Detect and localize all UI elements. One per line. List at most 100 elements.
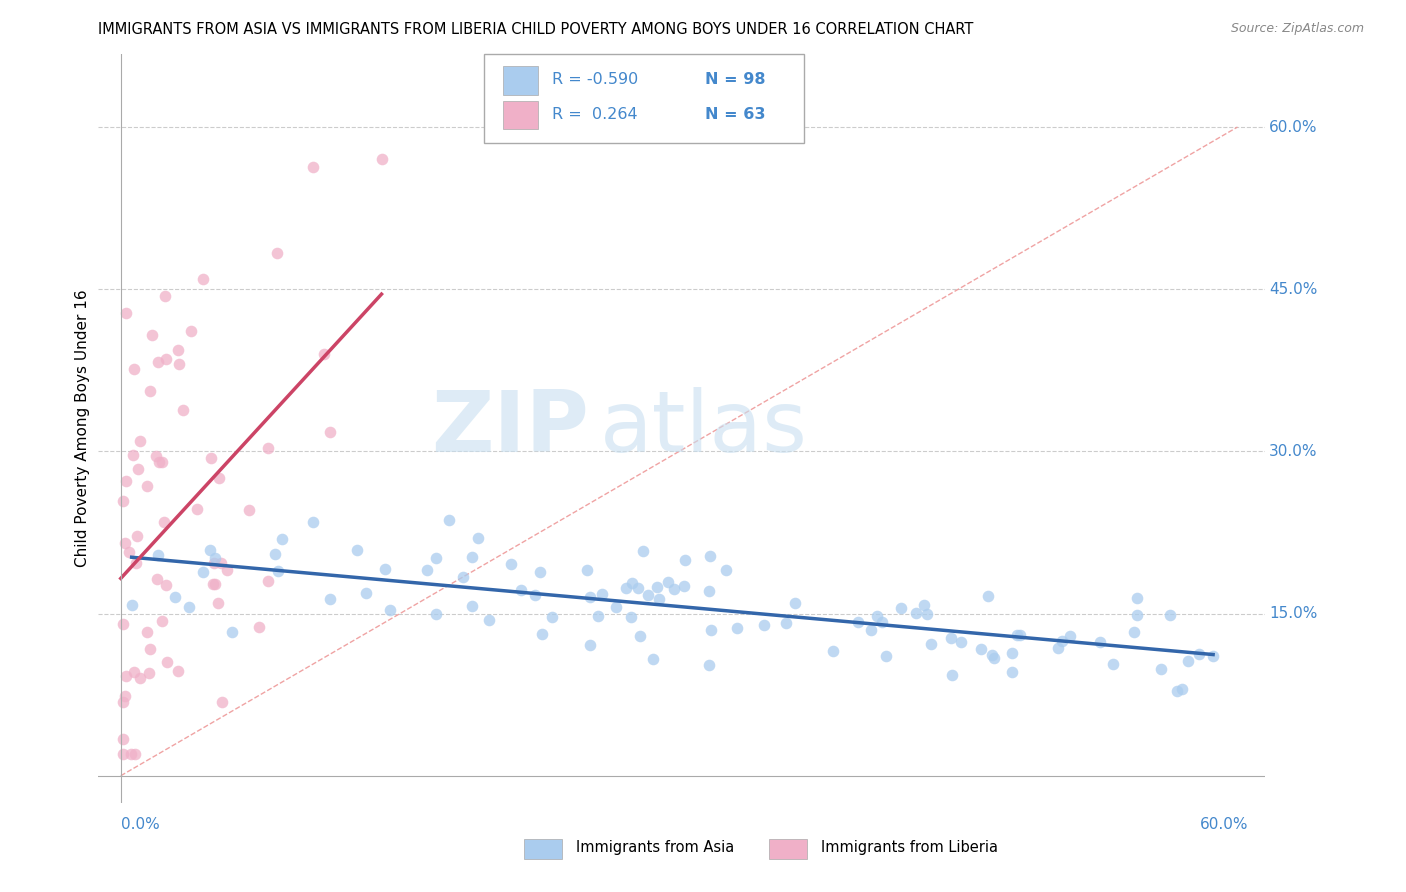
Point <box>122 362 145 376</box>
Point <box>672 579 695 593</box>
Point <box>264 547 287 561</box>
Point <box>461 599 484 614</box>
Text: 45.0%: 45.0% <box>1270 282 1317 297</box>
Text: R =  0.264: R = 0.264 <box>553 107 638 121</box>
Point <box>150 455 173 469</box>
Point <box>166 343 188 357</box>
Point <box>156 655 179 669</box>
Point <box>111 695 134 709</box>
Point <box>191 565 214 579</box>
Point <box>478 613 501 627</box>
Point <box>983 651 1005 665</box>
Point <box>139 642 162 657</box>
Point <box>257 442 280 456</box>
Point <box>136 625 159 640</box>
Point <box>120 747 142 761</box>
Text: N = 63: N = 63 <box>706 107 766 121</box>
Point <box>657 575 679 590</box>
Point <box>136 479 159 493</box>
Point <box>153 515 176 529</box>
Point <box>148 455 170 469</box>
Point <box>208 471 231 485</box>
Point <box>146 355 169 369</box>
Point <box>628 629 651 643</box>
Point <box>716 563 738 577</box>
Point <box>200 451 222 466</box>
Point <box>172 402 194 417</box>
Point <box>145 450 167 464</box>
Point <box>111 732 134 747</box>
FancyBboxPatch shape <box>524 838 562 859</box>
Point <box>697 583 720 598</box>
Point <box>1046 641 1069 656</box>
FancyBboxPatch shape <box>503 66 538 95</box>
Point <box>1001 665 1024 680</box>
Point <box>150 615 173 629</box>
Point <box>614 581 637 595</box>
Text: IMMIGRANTS FROM ASIA VS IMMIGRANTS FROM LIBERIA CHILD POVERTY AMONG BOYS UNDER 1: IMMIGRANTS FROM ASIA VS IMMIGRANTS FROM … <box>98 22 974 37</box>
Point <box>890 601 912 615</box>
Point <box>191 272 214 286</box>
Point <box>859 623 882 637</box>
Point <box>266 246 288 260</box>
Point <box>247 620 270 634</box>
Point <box>129 671 152 685</box>
Point <box>451 570 474 584</box>
Text: atlas: atlas <box>600 386 808 470</box>
Point <box>207 596 229 610</box>
Point <box>204 577 226 591</box>
Point <box>122 665 145 679</box>
FancyBboxPatch shape <box>484 54 804 144</box>
Point <box>114 690 136 704</box>
Point <box>257 574 280 589</box>
Point <box>115 475 138 489</box>
Point <box>314 347 336 361</box>
Text: 60.0%: 60.0% <box>1270 120 1317 135</box>
Point <box>699 549 721 563</box>
Point <box>167 664 190 678</box>
Point <box>165 590 187 604</box>
Point <box>374 562 396 576</box>
Point <box>904 606 927 620</box>
FancyBboxPatch shape <box>503 101 538 129</box>
Text: 15.0%: 15.0% <box>1270 606 1317 621</box>
Point <box>121 599 143 613</box>
Point <box>870 615 893 629</box>
Point <box>605 600 627 615</box>
Point <box>180 324 202 338</box>
Point <box>319 591 342 606</box>
Text: Immigrants from Liberia: Immigrants from Liberia <box>821 840 998 855</box>
Point <box>129 434 152 448</box>
Point <box>146 573 169 587</box>
Point <box>167 357 190 371</box>
Text: 30.0%: 30.0% <box>1270 444 1317 458</box>
Point <box>620 576 643 591</box>
Point <box>238 503 260 517</box>
Text: 0.0%: 0.0% <box>121 817 159 832</box>
Point <box>186 502 208 516</box>
Point <box>1059 629 1081 643</box>
Point <box>631 544 654 558</box>
Point <box>977 589 1000 603</box>
Point <box>1088 635 1111 649</box>
Text: Immigrants from Asia: Immigrants from Asia <box>575 840 734 855</box>
Point <box>217 562 239 576</box>
FancyBboxPatch shape <box>769 838 807 859</box>
Text: N = 98: N = 98 <box>706 72 766 87</box>
Point <box>915 607 938 621</box>
Point <box>125 556 148 570</box>
Point <box>356 586 378 600</box>
Point <box>380 602 402 616</box>
Point <box>112 616 135 631</box>
Point <box>127 462 149 476</box>
Point <box>416 563 439 577</box>
Point <box>578 590 600 604</box>
Point <box>177 599 200 614</box>
Point <box>115 669 138 683</box>
Point <box>673 553 696 567</box>
Point <box>510 583 533 598</box>
Point <box>141 328 163 343</box>
Point <box>1171 681 1194 696</box>
Point <box>941 667 963 681</box>
Point <box>425 607 447 621</box>
